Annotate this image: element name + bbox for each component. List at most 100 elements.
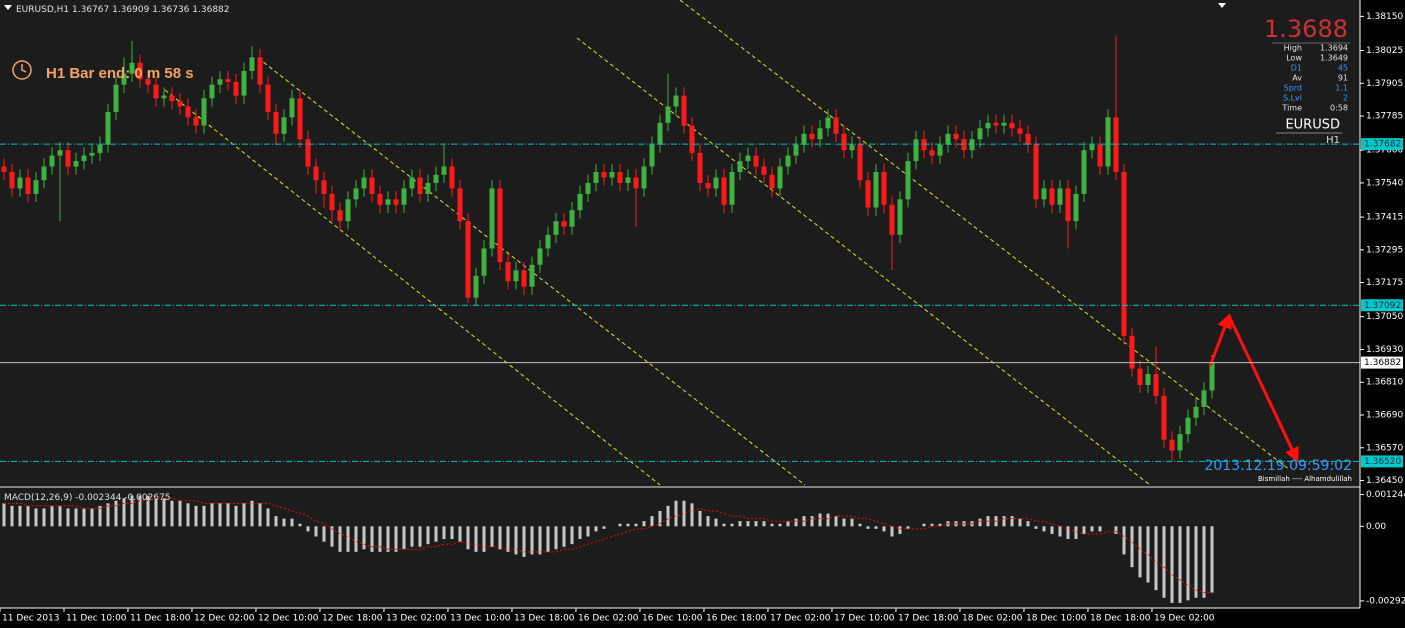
candle-body xyxy=(1177,434,1183,451)
candle-body xyxy=(1113,117,1119,173)
time-annotation: 2013.12.19 09:59:02 xyxy=(1205,458,1353,474)
candle-body xyxy=(73,161,79,167)
candle-body xyxy=(457,188,463,222)
clock-icon xyxy=(12,60,32,80)
candle-body xyxy=(921,139,927,151)
candle-body xyxy=(465,221,471,298)
candle-body xyxy=(65,150,71,167)
info-value: 2 xyxy=(1343,94,1348,103)
x-tick-label: 12 Dec 10:00 xyxy=(258,614,319,624)
candle-body xyxy=(305,139,311,167)
candle-body xyxy=(969,139,975,151)
y-tick-label: 1.36810 xyxy=(1366,378,1403,388)
candle-body xyxy=(505,262,511,282)
y-tick-label: 1.36570 xyxy=(1366,443,1403,453)
bar-timer: H1 Bar end: 0 m 58 s xyxy=(46,65,194,82)
candle-body xyxy=(1033,144,1039,200)
candle-body xyxy=(1049,188,1055,205)
info-label: Sprd xyxy=(1284,84,1302,93)
candle-body xyxy=(497,188,503,263)
info-label: Av xyxy=(1292,74,1302,83)
candle-body xyxy=(1129,335,1135,369)
x-tick-label: 18 Dec 02:00 xyxy=(962,614,1023,624)
candle-body xyxy=(81,155,87,162)
info-label: D1 xyxy=(1291,64,1302,73)
signature: Bismillah ---- Alhamdulillah xyxy=(1258,475,1352,483)
info-period: H1 xyxy=(1326,135,1340,146)
candle-body xyxy=(225,79,231,82)
candle-body xyxy=(361,177,367,189)
candle-body xyxy=(1073,193,1079,222)
candle-body xyxy=(241,70,247,96)
candle-body xyxy=(265,84,271,112)
level-label-box xyxy=(1361,138,1403,151)
candle-body xyxy=(393,199,399,205)
candle-body xyxy=(689,125,695,153)
candle-body xyxy=(665,106,671,123)
candle-body xyxy=(697,152,703,183)
x-tick-label: 18 Dec 10:00 xyxy=(1026,614,1087,624)
candle-body xyxy=(577,193,583,211)
symbol: EURUSD,H1 xyxy=(16,5,69,15)
candle-body xyxy=(913,139,919,162)
candle-body xyxy=(809,133,815,140)
x-tick-label: 18 Dec 18:00 xyxy=(1090,614,1151,624)
candle-body xyxy=(281,117,287,134)
candle-body xyxy=(721,177,727,205)
macd-name: MACD(12,26,9) xyxy=(4,493,72,503)
candle-body xyxy=(129,62,135,74)
candle-body xyxy=(193,117,199,126)
x-tick-label: 17 Dec 02:00 xyxy=(770,614,831,624)
close: 1.36882 xyxy=(192,5,229,15)
menu-arrow[interactable] xyxy=(4,5,12,10)
x-tick-label: 17 Dec 18:00 xyxy=(898,614,959,624)
candle-body xyxy=(1097,144,1103,167)
candle-body xyxy=(977,128,983,140)
x-tick-label: 16 Dec 10:00 xyxy=(642,614,703,624)
level-label-box xyxy=(1361,455,1403,468)
candle-body xyxy=(1,166,7,173)
candle-body xyxy=(489,188,495,249)
candle-body xyxy=(1185,417,1191,435)
candle-body xyxy=(161,95,167,99)
candle-body xyxy=(401,188,407,205)
candle-body xyxy=(1025,133,1031,145)
macd-main: -0.002344 xyxy=(75,493,121,503)
info-panel: High 1.3694 Low 1.3649 D1 45 Av 91 Sprd 1.1 S.Lvl 2… xyxy=(1281,44,1348,113)
y-tick-label: 1.37175 xyxy=(1366,278,1403,288)
candle-body xyxy=(377,193,383,205)
shift-marker xyxy=(1218,3,1226,8)
candle-body xyxy=(761,166,767,175)
candle-body xyxy=(993,122,999,126)
info-value: 1.3694 xyxy=(1320,44,1348,53)
candle-body xyxy=(625,177,631,183)
candle-body xyxy=(217,79,223,85)
info-symbol: EURUSD xyxy=(1285,118,1340,133)
candle-body xyxy=(233,81,239,96)
candle-body xyxy=(409,177,415,189)
candle-body xyxy=(177,101,183,107)
candle-body xyxy=(865,180,871,208)
candle-body xyxy=(729,172,735,205)
signal-line xyxy=(4,497,1212,594)
clock-hands xyxy=(21,64,27,73)
open: 1.36767 xyxy=(72,5,109,15)
candle-body xyxy=(49,155,55,167)
candle-body xyxy=(633,177,639,189)
y-tick-label: 1.36690 xyxy=(1366,411,1403,421)
y-tick-label: 1.37660 xyxy=(1366,146,1403,156)
channel-line xyxy=(679,0,1291,471)
y-tick-label: 1.37540 xyxy=(1366,178,1403,188)
info-value: 45 xyxy=(1338,64,1348,73)
level-label: 1.37092 xyxy=(1364,301,1401,311)
candle-body xyxy=(1121,172,1127,336)
candle-body xyxy=(649,144,655,167)
candle-body xyxy=(1201,390,1207,407)
candle-body xyxy=(585,182,591,194)
info-label: Time xyxy=(1281,104,1302,113)
candle-body xyxy=(249,57,255,71)
level-label: 1.36520 xyxy=(1364,457,1401,467)
x-tick-label: 13 Dec 02:00 xyxy=(386,614,447,624)
candle-body xyxy=(289,98,295,118)
info-label: High xyxy=(1284,44,1302,53)
